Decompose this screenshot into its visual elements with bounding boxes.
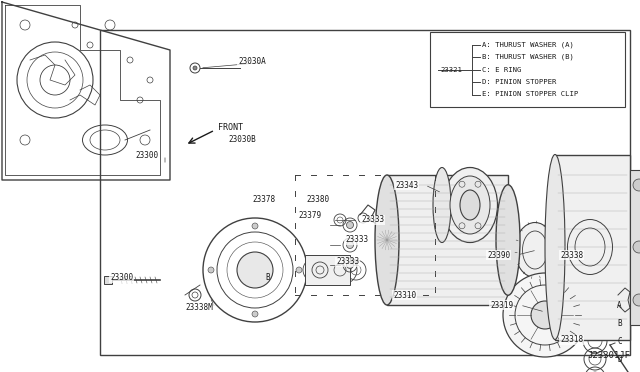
Circle shape <box>208 267 214 273</box>
Text: 23318: 23318 <box>560 336 583 344</box>
Text: FRONT: FRONT <box>218 124 243 132</box>
Text: 23030B: 23030B <box>228 135 256 144</box>
Text: 23338M: 23338M <box>185 304 212 312</box>
Ellipse shape <box>545 154 565 340</box>
Bar <box>630 170 640 325</box>
Text: 23379: 23379 <box>298 211 321 219</box>
Circle shape <box>633 294 640 306</box>
Text: B: B <box>265 273 269 282</box>
Text: D: D <box>617 355 621 363</box>
Circle shape <box>252 223 258 229</box>
Circle shape <box>346 221 353 228</box>
Text: 23378: 23378 <box>252 195 275 203</box>
Circle shape <box>193 66 197 70</box>
Text: 23300: 23300 <box>135 151 158 160</box>
Circle shape <box>346 262 353 269</box>
Circle shape <box>503 273 587 357</box>
Ellipse shape <box>515 222 555 278</box>
Text: 23310: 23310 <box>393 291 416 299</box>
Bar <box>387 175 508 305</box>
Text: 23333: 23333 <box>361 215 384 224</box>
Text: 23319: 23319 <box>490 301 513 310</box>
Circle shape <box>252 311 258 317</box>
Ellipse shape <box>442 167 497 243</box>
Ellipse shape <box>450 176 490 234</box>
Circle shape <box>633 241 640 253</box>
Text: 23390: 23390 <box>487 250 510 260</box>
Text: 23333: 23333 <box>336 257 359 266</box>
Text: C: C <box>617 337 621 346</box>
Text: C: E RING: C: E RING <box>482 67 522 73</box>
Circle shape <box>237 252 273 288</box>
Text: 23333: 23333 <box>345 235 368 244</box>
Text: B: THURUST WASHER (B): B: THURUST WASHER (B) <box>482 54 574 60</box>
Bar <box>305 255 350 285</box>
Circle shape <box>633 179 640 191</box>
Ellipse shape <box>496 185 520 295</box>
Text: B: B <box>617 318 621 327</box>
Circle shape <box>346 241 353 248</box>
Bar <box>104 276 112 284</box>
Ellipse shape <box>460 190 480 220</box>
Bar <box>100 30 630 355</box>
Ellipse shape <box>433 167 451 243</box>
Circle shape <box>531 301 559 329</box>
Text: A: A <box>617 301 621 310</box>
Text: 23343: 23343 <box>395 180 418 189</box>
Text: 23338: 23338 <box>560 250 583 260</box>
Text: 23321: 23321 <box>440 67 462 73</box>
Circle shape <box>296 267 302 273</box>
Text: E: PINION STOPPER CLIP: E: PINION STOPPER CLIP <box>482 92 579 97</box>
Text: 23380: 23380 <box>306 196 329 205</box>
Text: A: THURUST WASHER (A): A: THURUST WASHER (A) <box>482 41 574 48</box>
Text: D: PINION STOPPER: D: PINION STOPPER <box>482 79 556 85</box>
Text: 23030A: 23030A <box>238 58 266 67</box>
Bar <box>430 32 625 107</box>
Ellipse shape <box>375 175 399 305</box>
Text: J23301JF: J23301JF <box>587 351 630 360</box>
Text: 23300: 23300 <box>110 273 133 282</box>
Bar <box>555 155 630 340</box>
